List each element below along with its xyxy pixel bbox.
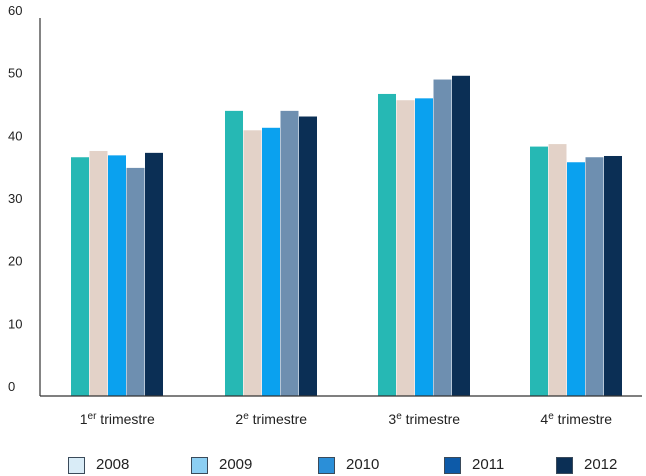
x-tick-label: 1er trimestre xyxy=(80,411,155,428)
legend-label: 2008 xyxy=(96,456,130,473)
y-tick-label: 60 xyxy=(8,3,22,18)
bar-2010-q1 xyxy=(108,155,126,396)
bar-2011-q3 xyxy=(433,79,452,397)
legend-label: 2012 xyxy=(584,456,618,473)
bar-2009-q1 xyxy=(89,150,108,396)
legend: 2008 2009 2010 2011 2012 xyxy=(0,452,646,476)
bar-2012-q4 xyxy=(604,155,622,396)
y-tick-label: 30 xyxy=(8,191,22,206)
bar-2011-q1 xyxy=(126,167,145,396)
legend-label: 2011 xyxy=(472,456,505,473)
bar-2012-q2 xyxy=(299,116,317,397)
bar-2011-q4 xyxy=(585,157,604,396)
x-tick-label: 4e trimestre xyxy=(540,411,612,428)
legend-swatch xyxy=(191,457,208,474)
legend-label: 2009 xyxy=(219,456,253,473)
legend-swatch xyxy=(556,457,573,474)
y-tick-label: 0 xyxy=(8,379,15,394)
bars xyxy=(71,75,622,397)
bar-2008-q2 xyxy=(225,110,243,396)
bar-2010-q3 xyxy=(415,98,433,396)
y-tick-label: 40 xyxy=(8,128,22,143)
bar-2012-q3 xyxy=(452,75,470,397)
legend-swatch xyxy=(68,457,85,474)
bar-chart: 0 10 20 30 40 50 60 1er trimestre 2e trimestre 3… xyxy=(8,3,642,428)
legend-label: 2010 xyxy=(346,456,380,473)
bar-2009-q2 xyxy=(243,130,262,396)
bar-2012-q1 xyxy=(145,152,163,396)
bar-2008-q3 xyxy=(378,93,396,397)
bar-2010-q4 xyxy=(567,162,585,396)
bar-2008-q4 xyxy=(530,146,548,396)
bar-2009-q3 xyxy=(396,100,415,397)
y-axis: 0 10 20 30 40 50 60 xyxy=(8,3,41,396)
y-tick-label: 20 xyxy=(8,254,22,269)
bar-2009-q4 xyxy=(548,144,567,396)
x-tick-label: 3e trimestre xyxy=(388,411,460,428)
x-axis: 1er trimestre 2e trimestre 3e trimestre 4e … xyxy=(40,395,642,428)
x-tick-label: 2e trimestre xyxy=(235,411,307,428)
y-tick-label: 10 xyxy=(8,316,22,331)
y-tick-label: 50 xyxy=(8,66,22,81)
bar-2008-q1 xyxy=(71,157,89,396)
legend-swatch xyxy=(444,457,461,474)
bar-2011-q2 xyxy=(280,110,299,396)
legend-swatch xyxy=(318,457,335,474)
bar-2010-q2 xyxy=(262,127,280,396)
